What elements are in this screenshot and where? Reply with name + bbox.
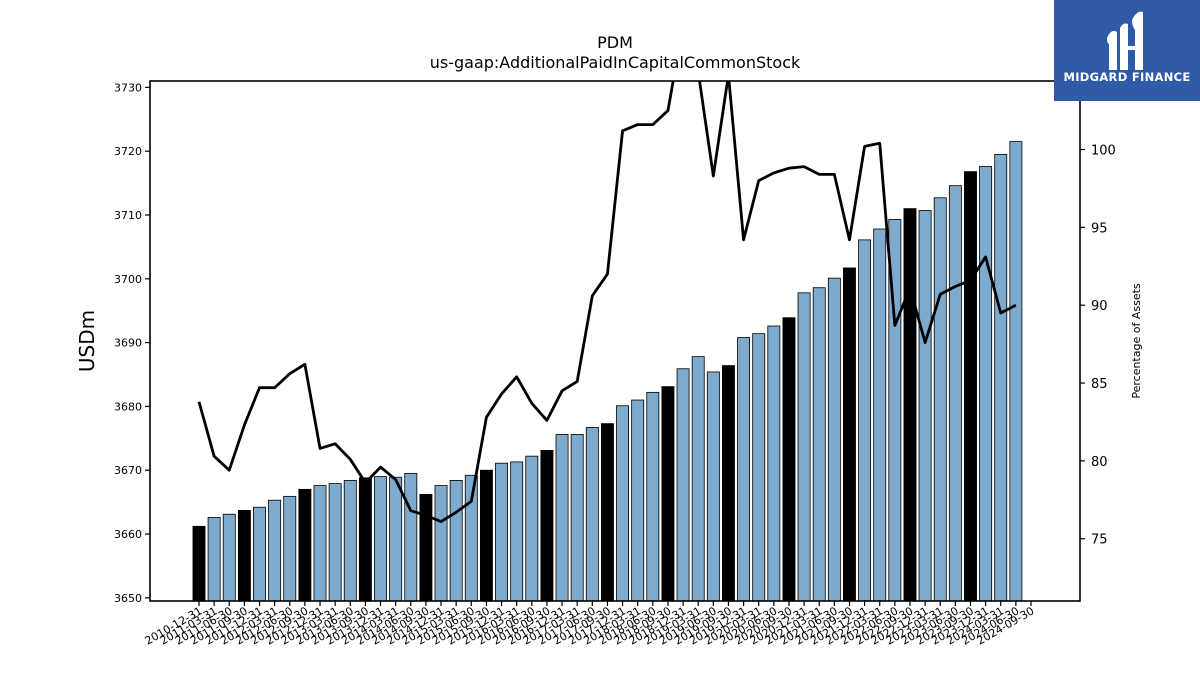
bar — [903, 208, 917, 602]
bar-series — [192, 141, 1023, 602]
bar — [737, 337, 751, 602]
bar — [918, 210, 932, 602]
y-tick-label: 3660 — [114, 528, 142, 541]
bar — [843, 267, 856, 602]
bar — [752, 333, 766, 602]
y-tick-label: 3670 — [114, 464, 142, 477]
bar — [661, 386, 675, 602]
chart-subtitle: us-gaap:AdditionalPaidInCapitalCommonSto… — [430, 53, 801, 72]
brand-name: MIDGARD FINANCE — [1063, 70, 1191, 84]
y2-axis-label: Percentage of Assets — [1130, 283, 1143, 399]
chart-title: PDM — [597, 33, 633, 52]
y-tick-label: 3730 — [114, 81, 142, 94]
bar — [313, 485, 327, 602]
bar — [328, 483, 342, 602]
bar — [722, 365, 735, 602]
bar — [979, 166, 993, 602]
bar — [827, 277, 841, 602]
bar — [540, 450, 554, 602]
bar — [253, 506, 266, 602]
bar — [933, 197, 947, 602]
bar — [358, 477, 372, 602]
y-tick-label: 3710 — [114, 209, 142, 222]
y-tick-label: 3680 — [114, 400, 142, 413]
bar — [676, 368, 690, 602]
bar — [948, 185, 962, 602]
bar — [434, 485, 448, 602]
y2-tick-label: 85 — [1091, 377, 1108, 392]
bar — [616, 405, 630, 602]
bar — [449, 480, 463, 602]
bar — [858, 239, 872, 602]
y2-tick-label: 95 — [1091, 221, 1108, 236]
plot-frame — [149, 80, 1081, 602]
bar — [389, 476, 403, 602]
y-axis-label: USDm — [75, 310, 99, 372]
y2-tick-label: 75 — [1091, 533, 1108, 548]
bar — [525, 455, 539, 602]
bar — [646, 391, 660, 602]
bar — [222, 513, 236, 602]
y2-tick-label: 80 — [1091, 455, 1108, 470]
bar — [207, 517, 221, 602]
brand-logo: MIDGARD FINANCE — [1054, 0, 1200, 101]
bar — [343, 480, 357, 602]
bar — [600, 423, 614, 602]
y-tick-label: 3650 — [114, 592, 142, 605]
y2-tick-label: 90 — [1091, 299, 1108, 314]
bar — [510, 461, 524, 602]
y-tick-label: 3690 — [114, 337, 142, 350]
bar — [964, 171, 977, 602]
bar — [570, 434, 584, 602]
bar — [283, 495, 297, 602]
bar — [631, 399, 645, 602]
bar — [873, 228, 887, 602]
percentage-line — [197, 81, 1017, 523]
y-tick-label: 3700 — [114, 273, 142, 286]
bar — [192, 525, 206, 602]
bar — [495, 462, 508, 602]
bar — [691, 356, 705, 602]
bar — [237, 509, 251, 602]
midgard-m-logo-icon — [1107, 11, 1143, 70]
bar — [706, 371, 720, 602]
y-axis-left: 3650 3660 3670 3680 3690 3700 3710 3720 3730 — [114, 81, 150, 605]
bar — [479, 469, 493, 602]
bar — [419, 494, 433, 602]
bar — [797, 292, 811, 602]
line-series — [197, 81, 1017, 523]
bar — [1009, 141, 1023, 602]
bar — [812, 287, 826, 602]
bar — [994, 153, 1008, 602]
bar — [404, 472, 418, 602]
bar — [298, 488, 312, 602]
bar — [767, 325, 781, 602]
bar — [782, 317, 796, 602]
x-axis: 2010-12-312011-03-312011-06-302011-09-30… — [143, 601, 1037, 648]
y-tick-label: 3720 — [114, 145, 142, 158]
bar — [555, 434, 569, 602]
bar — [585, 427, 599, 602]
y-axis-right: 75 80 85 90 95 100 — [1080, 144, 1116, 548]
bar — [374, 476, 387, 602]
y2-tick-label: 100 — [1091, 144, 1116, 159]
bar — [268, 499, 282, 602]
